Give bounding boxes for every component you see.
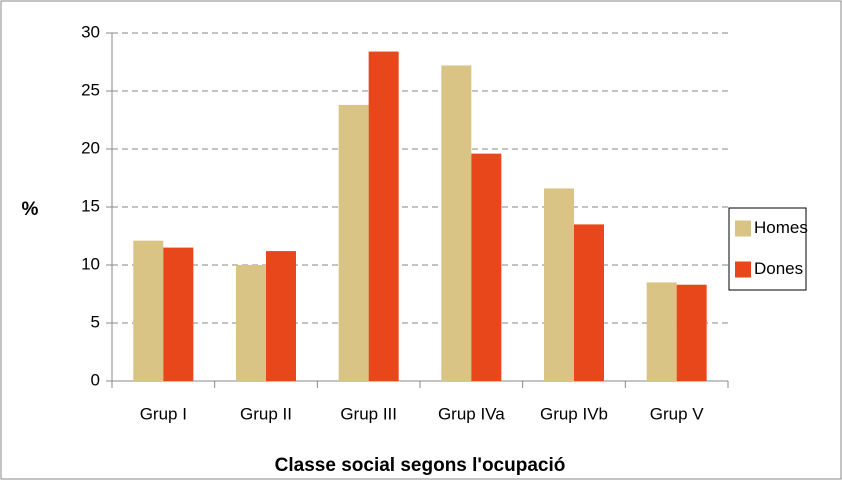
- x-tick-label: Grup IVb: [540, 404, 608, 423]
- x-tick-label: Grup III: [340, 404, 397, 423]
- bar: [441, 65, 472, 381]
- legend-label: Homes: [754, 218, 808, 237]
- bar: [133, 240, 164, 381]
- legend-swatch: [735, 261, 751, 278]
- x-tick-label: Grup II: [240, 404, 292, 423]
- x-tick-label: Grup I: [140, 404, 187, 423]
- x-tick-label: Grup IVa: [438, 404, 505, 423]
- bar: [544, 188, 574, 381]
- y-tick-label: 5: [91, 312, 100, 331]
- bar: [646, 282, 677, 381]
- bar: [368, 51, 399, 382]
- bar: [574, 224, 604, 381]
- bar: [338, 104, 369, 382]
- legend-swatch: [735, 220, 751, 237]
- y-tick-label: 15: [81, 196, 100, 215]
- legend-label: Dones: [754, 259, 803, 278]
- y-tick-label: 25: [81, 80, 100, 99]
- y-tick-label: 20: [81, 138, 100, 157]
- bar: [676, 284, 707, 381]
- x-axis-label: Classe social segons l'ocupació: [275, 455, 566, 476]
- x-tick-label: Grup V: [650, 404, 705, 423]
- bar: [266, 251, 296, 381]
- bar: [163, 247, 194, 381]
- bar: [471, 153, 502, 381]
- y-tick-label: 30: [81, 22, 100, 41]
- bar: [236, 265, 266, 381]
- y-axis-label: %: [22, 199, 39, 220]
- y-tick-label: 0: [91, 370, 100, 389]
- y-tick-label: 10: [81, 254, 100, 273]
